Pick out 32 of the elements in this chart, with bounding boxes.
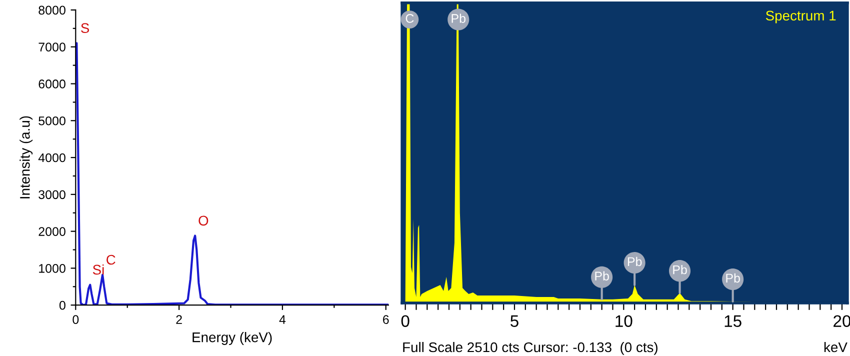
- annotation: Si: [92, 264, 104, 275]
- annotation: Pb: [452, 14, 466, 23]
- y-tick-label: 4000: [38, 153, 66, 162]
- x-axis-title: Energy (keV): [192, 332, 272, 345]
- x-tick-label: 0: [401, 315, 410, 328]
- x-tick-label: 10: [616, 315, 632, 328]
- annotation: O: [198, 216, 208, 226]
- annotation: C: [406, 14, 414, 23]
- text: Spectrum 1: [766, 10, 836, 24]
- y-tick-label: 5000: [38, 116, 66, 126]
- x-tick-label: 5: [510, 315, 518, 328]
- annotation: Pb: [595, 271, 609, 280]
- x-tick-label: 2: [176, 315, 182, 324]
- annotation: S: [81, 23, 90, 34]
- y-tick-label: 1000: [39, 264, 66, 273]
- text: Full Scale 2510 cts Cursor: -0.133 (0 cts): [403, 342, 658, 355]
- x-tick-label: 15: [724, 315, 742, 328]
- y-tick-label: 7000: [38, 42, 66, 52]
- x-tick-label: 4: [279, 315, 286, 324]
- annotation: Pb: [726, 273, 740, 283]
- annotation: Pb: [628, 256, 642, 266]
- y-tick-label: 3000: [38, 190, 66, 200]
- x-axis-title: keV: [824, 342, 848, 352]
- y-tick-label: 0: [59, 300, 66, 310]
- y-tick-label: 8000: [38, 6, 66, 15]
- y-tick-label: 2000: [38, 227, 66, 236]
- annotation: C: [106, 254, 116, 265]
- x-tick-label: 6: [383, 315, 389, 324]
- y-tick-label: 6000: [38, 80, 66, 88]
- annotation: Pb: [673, 265, 687, 274]
- y-axis-title: Intensity (a.u): [20, 116, 33, 198]
- x-tick-label: 0: [72, 315, 79, 324]
